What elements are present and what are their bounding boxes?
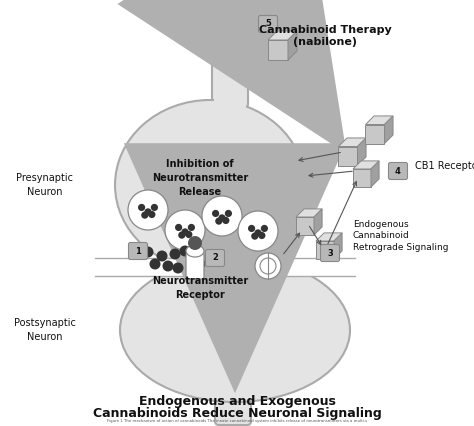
Polygon shape	[296, 209, 322, 217]
Circle shape	[215, 218, 222, 225]
Bar	[95, 258, 355, 276]
Polygon shape	[365, 116, 393, 124]
Polygon shape	[371, 161, 379, 187]
Circle shape	[163, 261, 173, 271]
Polygon shape	[314, 209, 322, 235]
Text: Neurotransmitter
Receptor: Neurotransmitter Receptor	[152, 276, 248, 299]
FancyBboxPatch shape	[128, 242, 147, 259]
Circle shape	[212, 210, 219, 217]
Circle shape	[225, 210, 232, 217]
Text: 3: 3	[327, 248, 333, 257]
Ellipse shape	[115, 100, 305, 270]
FancyBboxPatch shape	[215, 362, 251, 425]
Text: Endogenous
Cannabinoid
Retrograde Signaling: Endogenous Cannabinoid Retrograde Signal…	[353, 220, 448, 252]
Circle shape	[248, 225, 255, 232]
Text: 1: 1	[135, 247, 141, 256]
Text: Cannabinoids Reduce Neuronal Signaling: Cannabinoids Reduce Neuronal Signaling	[92, 408, 382, 420]
Text: Endogenous and Exogenous: Endogenous and Exogenous	[138, 395, 336, 409]
Circle shape	[261, 225, 268, 232]
Circle shape	[128, 190, 168, 230]
Polygon shape	[353, 169, 371, 187]
FancyBboxPatch shape	[186, 253, 204, 279]
Circle shape	[175, 224, 182, 231]
Circle shape	[258, 232, 265, 239]
Polygon shape	[334, 233, 342, 259]
Circle shape	[219, 214, 226, 222]
FancyBboxPatch shape	[212, 0, 248, 108]
Circle shape	[165, 210, 205, 250]
Polygon shape	[316, 233, 342, 241]
Circle shape	[173, 262, 183, 273]
Text: Inhibition of
Neurotransmitter
Release: Inhibition of Neurotransmitter Release	[152, 159, 248, 197]
Text: Cannabinoid Therapy
(nabilone): Cannabinoid Therapy (nabilone)	[259, 25, 392, 47]
Polygon shape	[357, 138, 366, 165]
Circle shape	[141, 212, 148, 219]
Ellipse shape	[186, 245, 204, 257]
Circle shape	[194, 259, 206, 270]
Polygon shape	[296, 217, 314, 235]
Circle shape	[188, 236, 202, 250]
Circle shape	[143, 247, 154, 257]
Text: Presynaptic
Neuron: Presynaptic Neuron	[17, 173, 73, 197]
Circle shape	[145, 208, 152, 216]
Circle shape	[188, 224, 195, 231]
Circle shape	[138, 204, 145, 211]
Text: Postsynaptic
Neuron: Postsynaptic Neuron	[14, 318, 76, 342]
Circle shape	[156, 250, 167, 262]
Circle shape	[202, 196, 242, 236]
Text: Figure 1 The mechanism of action of cannabinoids The innate cannabinoid system i: Figure 1 The mechanism of action of cann…	[107, 419, 367, 423]
FancyBboxPatch shape	[206, 250, 225, 267]
Circle shape	[170, 248, 181, 259]
Text: 4: 4	[395, 167, 401, 176]
Polygon shape	[288, 31, 297, 60]
Circle shape	[255, 229, 262, 236]
Polygon shape	[316, 241, 334, 259]
FancyBboxPatch shape	[389, 162, 408, 179]
FancyBboxPatch shape	[320, 245, 339, 262]
Polygon shape	[268, 31, 297, 40]
Polygon shape	[353, 161, 379, 169]
Circle shape	[185, 231, 192, 238]
Text: CB1 Receptor: CB1 Receptor	[415, 161, 474, 171]
FancyBboxPatch shape	[258, 15, 277, 32]
Text: 2: 2	[212, 253, 218, 262]
Polygon shape	[338, 147, 357, 165]
Circle shape	[151, 204, 158, 211]
Circle shape	[148, 211, 155, 218]
Polygon shape	[338, 138, 366, 147]
Circle shape	[178, 231, 185, 239]
Circle shape	[222, 217, 229, 224]
Polygon shape	[268, 40, 288, 60]
Text: 5: 5	[265, 20, 271, 29]
Circle shape	[255, 253, 281, 279]
Circle shape	[251, 233, 258, 240]
Ellipse shape	[120, 258, 350, 402]
Polygon shape	[384, 116, 393, 144]
Circle shape	[182, 228, 189, 236]
Circle shape	[238, 211, 278, 251]
Circle shape	[149, 259, 161, 270]
FancyBboxPatch shape	[214, 91, 246, 111]
Polygon shape	[365, 124, 384, 144]
Circle shape	[180, 245, 191, 256]
